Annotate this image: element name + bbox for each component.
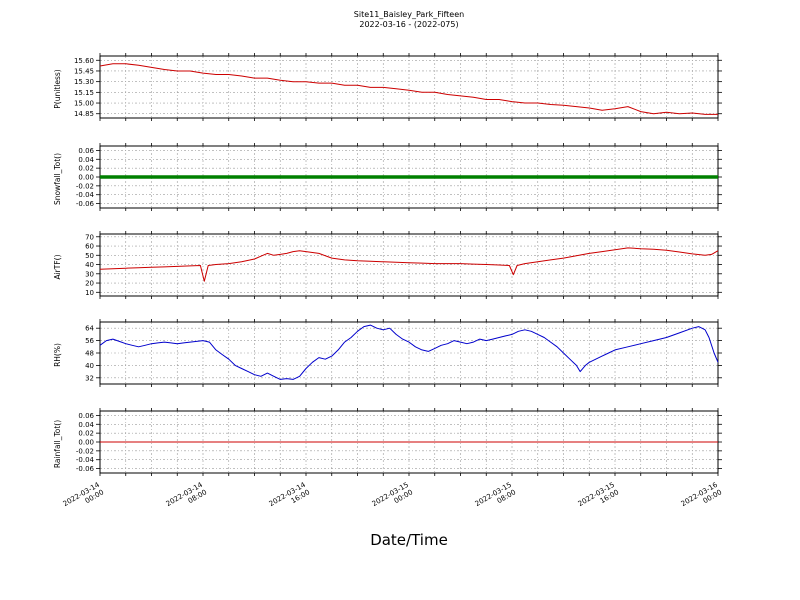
y-tick-label: -0.04	[76, 456, 95, 464]
y-tick-label: -0.06	[76, 200, 95, 208]
x-tick-label: 2022-03-1416:00	[268, 481, 312, 516]
x-tick-label: 2022-03-1408:00	[165, 481, 209, 516]
y-tick-label: 0.04	[78, 156, 94, 164]
y-axis-label: Snowfall_Tot()	[53, 153, 62, 205]
y-tick-label: -0.04	[76, 191, 95, 199]
y-tick-label: 0.04	[78, 421, 94, 429]
x-tick-label: 2022-03-1400:00	[62, 481, 106, 516]
y-tick-label: 0.02	[78, 430, 94, 438]
y-tick-label: 60	[85, 243, 94, 251]
y-tick-label: 64	[85, 325, 94, 333]
x-tick-label: 2022-03-1600:00	[680, 481, 724, 516]
y-tick-label: 70	[85, 233, 94, 241]
y-tick-label: 30	[85, 270, 94, 278]
y-axis-label: AirTF()	[53, 254, 62, 279]
y-tick-label: 50	[85, 252, 94, 260]
series-3	[99, 324, 719, 380]
y-tick-label: 15.60	[74, 57, 94, 65]
panel-3: 64 56 48 40 32 RH(%)	[53, 319, 722, 387]
y-tick-label: 15.00	[74, 100, 94, 108]
x-tick-label: 2022-03-1508:00	[474, 481, 517, 516]
y-tick-label: 15.45	[74, 67, 94, 75]
y-tick-label: 0.00	[78, 174, 94, 182]
series-0	[99, 63, 718, 115]
panel-0: 15.60 15.45 15.30 15.15 15.00 14.85 P(unitless…	[53, 53, 722, 121]
y-tick-label: -0.06	[76, 465, 95, 473]
y-tick-label: 20	[85, 280, 94, 288]
y-axis-label: RH(%)	[53, 343, 62, 367]
y-axis-label: P(unitless)	[53, 69, 62, 108]
chart-title: Site11_Baisley_Park_Fifteen	[353, 10, 465, 19]
y-tick-label: 40	[85, 362, 94, 370]
y-tick-label: -0.02	[76, 182, 94, 190]
y-tick-label: 15.15	[74, 89, 94, 97]
chart-title-block: Site11_Baisley_Park_Fifteen 2022-03-16 -…	[100, 10, 718, 30]
x-axis-title: Date/Time	[370, 531, 448, 549]
series-2	[99, 247, 719, 282]
y-tick-label: 0.00	[78, 439, 94, 447]
y-tick-label: 0.06	[78, 412, 94, 420]
y-tick-label: -0.02	[76, 447, 94, 455]
y-tick-label: 0.06	[78, 147, 94, 155]
y-axis-label: Rainfall_Tot()	[53, 420, 62, 468]
y-tick-label: 10	[85, 289, 94, 297]
y-tick-label: 56	[85, 337, 94, 345]
y-tick-label: 32	[85, 374, 94, 382]
x-tick-label: 2022-03-1516:00	[577, 481, 620, 516]
y-tick-label: 15.30	[74, 78, 94, 86]
x-tick-label: 2022-03-1500:00	[371, 481, 414, 516]
y-tick-label: 40	[85, 261, 94, 269]
panel-1: 0.060.040.020.00-0.02-0.04-0.06 Snowfall_…	[53, 143, 722, 211]
y-tick-label: 0.02	[78, 165, 94, 173]
panel-4: 0.060.040.020.00-0.02-0.04-0.06 Rainfall_…	[53, 408, 722, 476]
y-tick-label: 14.85	[74, 110, 94, 118]
y-tick-label: 48	[85, 350, 94, 358]
chart-subtitle: 2022-03-16 - (2022-075)	[359, 20, 459, 29]
